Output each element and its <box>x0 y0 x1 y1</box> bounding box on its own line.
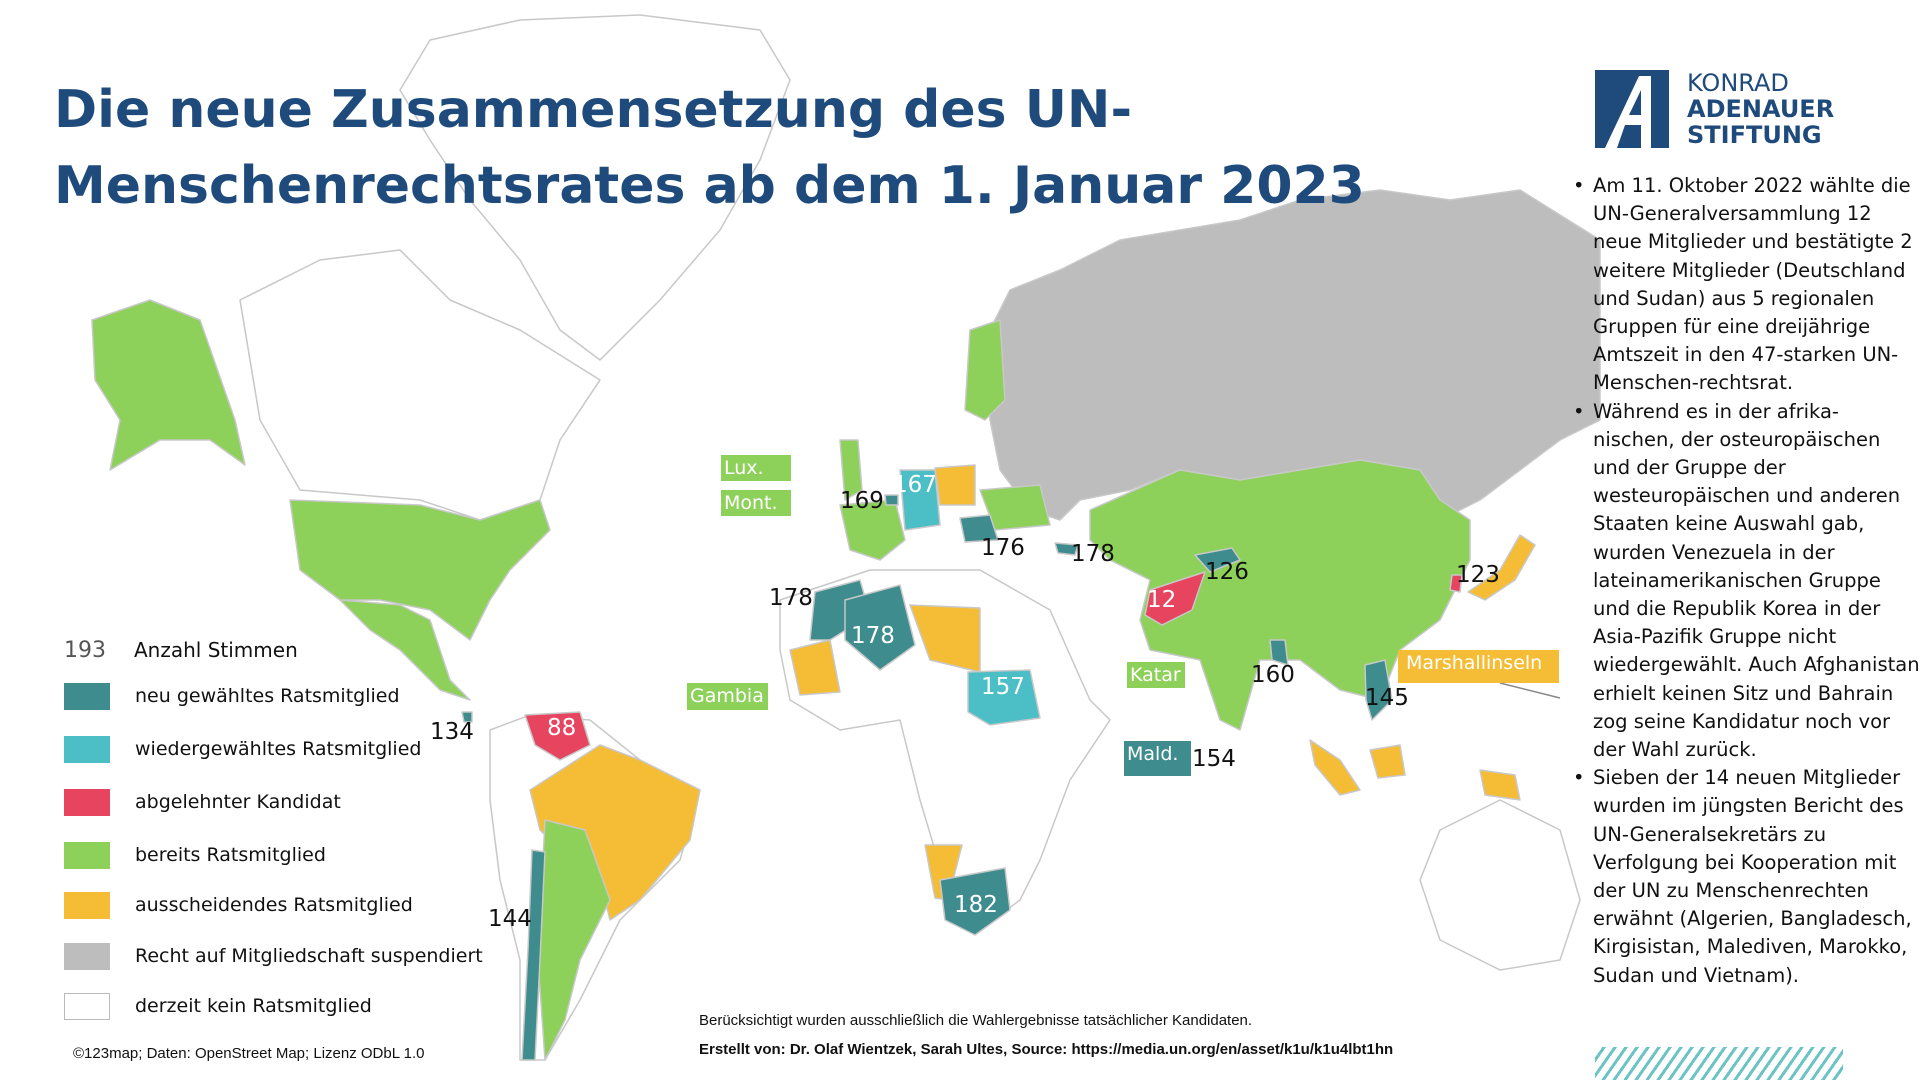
label-gambia: Gambia <box>687 683 768 710</box>
afghanistan <box>1144 571 1206 626</box>
kyrgyzstan <box>1194 547 1241 573</box>
vote-morocco: 178 <box>769 585 813 611</box>
legend-swatch <box>64 892 110 919</box>
germany <box>899 469 941 531</box>
legend-swatch <box>64 842 110 869</box>
info-bullets: Am 11. Oktober 2022 wählte die UN-Genera… <box>1573 172 1920 990</box>
legend-votes-label: Anzahl Stimmen <box>134 638 298 662</box>
vote-algeria: 178 <box>851 623 895 649</box>
hatch-decoration <box>1595 1047 1843 1080</box>
legend-item-kein: derzeit kein Ratsmitglied <box>64 993 484 1021</box>
vietnam <box>1364 659 1393 721</box>
title-line-1: Die neue Zusammensetzung des UN- <box>54 80 1133 140</box>
russia <box>989 189 1601 521</box>
georgia <box>1054 542 1079 556</box>
sudan <box>967 669 1041 726</box>
label-montenegro: Mont. <box>721 490 791 516</box>
label-luxembourg: Lux. <box>721 455 791 481</box>
legend-swatch <box>64 993 110 1020</box>
mexico <box>339 599 471 701</box>
canada <box>239 249 601 521</box>
alaska <box>91 299 246 471</box>
bangladesh <box>1269 639 1289 666</box>
chile <box>521 849 546 1061</box>
algeria <box>844 584 916 671</box>
legend-item-bereits: bereits Ratsmitglied <box>64 842 484 870</box>
vote-venezuela: 88 <box>547 715 577 741</box>
legend-label: abgelehnter Kandidat <box>135 791 341 813</box>
japan <box>1467 534 1536 601</box>
mauritania <box>789 639 841 696</box>
legend-item-ausscheidend: ausscheidendes Ratsmitglied <box>64 892 484 920</box>
kas-logo: KONRAD ADENAUER STIFTUNG <box>1595 70 1845 150</box>
marshall-leader-line <box>1499 682 1561 699</box>
logo-mark-icon <box>1595 70 1669 148</box>
logo-line-3: STIFTUNG <box>1687 121 1822 149</box>
label-maldives: Mald. <box>1124 741 1191 776</box>
map-credit: ©123map; Daten: OpenStreet Map; Lizenz O… <box>73 1045 425 1062</box>
bullet-item: Sieben der 14 neuen Mitglieder wurden im… <box>1573 764 1920 990</box>
legend-votes: 193 Anzahl Stimmen <box>64 638 364 663</box>
label-marshall-islands: Marshallinseln <box>1398 650 1559 683</box>
vote-south-africa: 182 <box>954 892 998 918</box>
vote-vietnam: 145 <box>1365 685 1409 711</box>
legend-label: wiedergewähltes Ratsmitglied <box>135 738 422 760</box>
legend-item-abgelehnt: abgelehnter Kandidat <box>64 789 484 817</box>
greenland <box>399 14 791 361</box>
bullet-item: Am 11. Oktober 2022 wählte die UN-Genera… <box>1573 172 1920 398</box>
indonesia-east <box>1479 769 1521 801</box>
korea <box>1449 574 1463 593</box>
africa <box>779 569 1111 931</box>
vote-kyrgyzstan: 126 <box>1205 559 1249 585</box>
vote-romania: 176 <box>981 535 1025 561</box>
legend-label: bereits Ratsmitglied <box>135 844 326 866</box>
page-title: Die neue Zusammensetzung des UN- Mensche… <box>54 72 1365 224</box>
vote-georgia: 178 <box>1071 541 1115 567</box>
uk <box>839 439 863 501</box>
belgium <box>884 494 899 506</box>
legend-swatch <box>64 736 110 763</box>
vote-chile: 144 <box>488 906 532 932</box>
vote-sudan: 157 <box>981 674 1025 700</box>
legend-swatch <box>64 683 110 710</box>
legend-swatch <box>64 789 110 816</box>
logo-line-1: KONRAD <box>1687 69 1789 97</box>
legend-item-wieder: wiedergewähltes Ratsmitglied <box>64 736 484 764</box>
legend-label: Recht auf Mitgliedschaft suspendiert <box>135 945 483 967</box>
legend-item-suspendiert: Recht auf Mitgliedschaft suspendiert <box>64 943 484 971</box>
legend-swatch <box>64 943 110 970</box>
legend-label: ausscheidendes Ratsmitglied <box>135 894 413 916</box>
logo-line-2: ADENAUER <box>1687 95 1835 123</box>
title-line-2: Menschenrechtsrates ab dem 1. Januar 202… <box>54 156 1365 216</box>
indonesia-borneo <box>1369 744 1406 779</box>
legend-label: neu gewähltes Ratsmitglied <box>135 685 400 707</box>
credit-line: Erstellt von: Dr. Olaf Wientzek, Sarah U… <box>699 1041 1394 1058</box>
south-africa <box>939 867 1011 936</box>
vote-maldives: 154 <box>1192 746 1236 772</box>
vote-korea: 123 <box>1456 562 1500 588</box>
footnote: Berücksichtigt wurden ausschließlich die… <box>699 1012 1253 1029</box>
vote-costa-rica: 134 <box>430 719 474 745</box>
poland <box>934 464 976 506</box>
logo-text: KONRAD ADENAUER STIFTUNG <box>1687 70 1834 148</box>
vote-belgium: 169 <box>840 488 884 514</box>
legend-label: derzeit kein Ratsmitglied <box>135 995 372 1017</box>
bullet-item: Während es in der afrika-nischen, der os… <box>1573 398 1920 765</box>
venezuela <box>524 711 591 761</box>
australia <box>1419 799 1581 971</box>
vote-germany: 167 <box>893 472 937 498</box>
costa-rica <box>461 711 473 723</box>
legend-votes-value: 193 <box>64 638 106 663</box>
vote-afghanistan: 12 <box>1147 587 1177 613</box>
scandinavia <box>964 319 1006 421</box>
romania <box>959 514 999 543</box>
indonesia-malaysia <box>1309 739 1361 796</box>
label-katar: Katar <box>1127 662 1185 688</box>
vote-bangladesh: 160 <box>1251 662 1295 688</box>
legend-item-neu: neu gewähltes Ratsmitglied <box>64 683 484 711</box>
